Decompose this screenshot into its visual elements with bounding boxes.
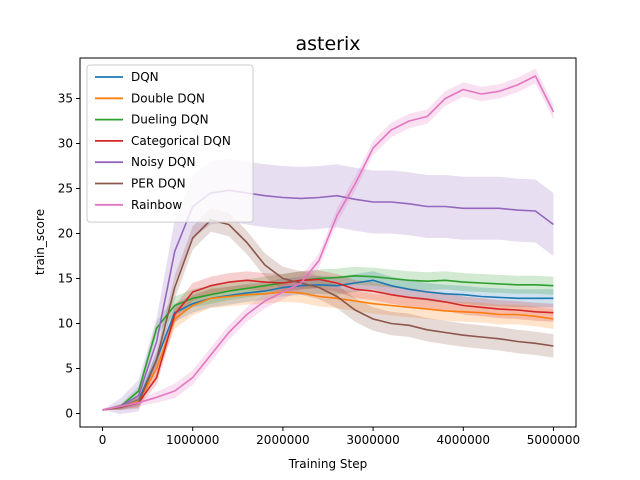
y-tick-label: 35 <box>58 92 73 106</box>
y-tick-label: 15 <box>58 272 73 286</box>
legend-label-dueling-dqn: Dueling DQN <box>131 113 209 127</box>
legend: DQN Double DQN Dueling DQN Categorical DQN N… <box>86 64 254 223</box>
x-axis-label: Training Step <box>288 457 368 471</box>
chart-title: asterix <box>295 33 360 55</box>
y-axis-ticks: 0 5 10 15 20 25 30 35 <box>58 92 80 421</box>
line-rainbow <box>102 75 555 411</box>
x-tick-label: 0 <box>99 433 107 447</box>
legend-label-double-dqn: Double DQN <box>131 91 205 105</box>
legend-box <box>86 64 254 223</box>
x-tick-label: 3000000 <box>346 433 399 447</box>
x-tick-label: 4000000 <box>437 433 490 447</box>
plot-frame <box>79 57 577 428</box>
x-tick-label: 1000000 <box>166 433 219 447</box>
band-dueling-dqn <box>102 266 554 410</box>
y-axis-label: train_score <box>33 209 47 275</box>
y-tick-label: 0 <box>65 407 73 421</box>
band-noisy-dqn <box>102 158 554 415</box>
legend-label-noisy-dqn: Noisy DQN <box>131 155 195 169</box>
y-tick-label: 5 <box>65 362 73 376</box>
line-categorical-dqn <box>102 278 554 411</box>
y-tick-label: 20 <box>58 227 73 241</box>
line-noisy-dqn <box>102 189 554 411</box>
line-double-dqn <box>102 291 554 411</box>
legend-label-dqn: DQN <box>131 70 159 84</box>
band-dqn <box>102 271 554 410</box>
y-tick-label: 30 <box>58 137 73 151</box>
line-dueling-dqn <box>102 274 554 411</box>
y-tick-label: 25 <box>58 182 73 196</box>
legend-label-categorical-dqn: Categorical DQN <box>131 134 231 148</box>
band-double-dqn <box>102 282 554 410</box>
band-categorical-dqn <box>102 270 554 410</box>
legend-label-rainbow: Rainbow <box>131 198 182 212</box>
series-lines <box>102 75 555 411</box>
line-per-dqn <box>102 219 554 411</box>
x-tick-label: 5000000 <box>527 433 580 447</box>
x-tick-label: 2000000 <box>256 433 309 447</box>
y-tick-label: 10 <box>58 317 73 331</box>
x-axis-ticks: 0 1000000 2000000 3000000 4000000 5000000 <box>99 427 580 447</box>
legend-label-per-dqn: PER DQN <box>131 177 186 191</box>
